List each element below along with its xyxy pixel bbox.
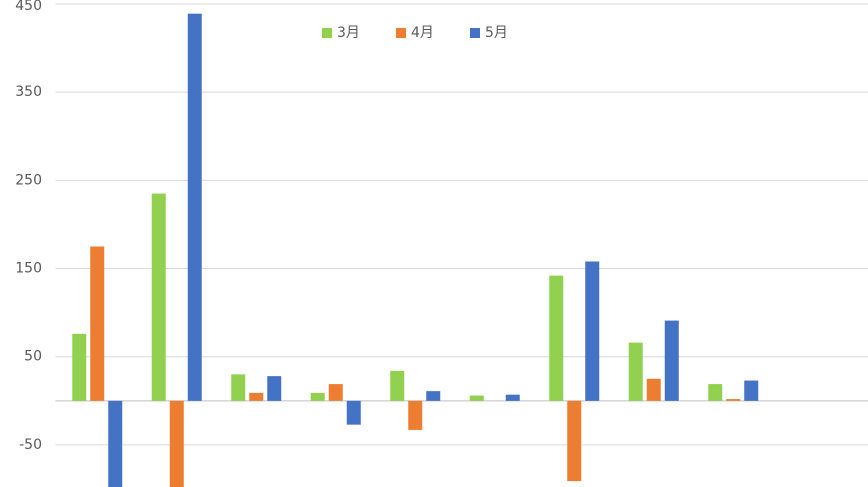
- bar: [408, 400, 423, 430]
- bar: [328, 384, 343, 401]
- y-tick-label: 150: [15, 261, 42, 277]
- bar: [726, 399, 741, 401]
- y-tick-label: 250: [15, 172, 42, 188]
- bar: [646, 378, 661, 401]
- bar: [169, 400, 184, 487]
- bar: [267, 376, 282, 401]
- bar: [390, 370, 405, 401]
- bar: [151, 193, 166, 401]
- legend-label: 5月: [485, 25, 508, 41]
- legend-label: 3月: [337, 25, 360, 41]
- bar: [585, 261, 600, 401]
- y-tick-label: -50: [19, 437, 42, 453]
- bar: [426, 391, 441, 401]
- legend-swatch: [322, 28, 332, 38]
- bar: [72, 333, 87, 401]
- legend-swatch: [470, 28, 480, 38]
- bar: [744, 380, 759, 401]
- y-tick-label: 450: [15, 0, 42, 14]
- bar: [346, 400, 361, 425]
- bar: [90, 246, 105, 401]
- bar: [664, 320, 679, 401]
- bar: [567, 400, 582, 482]
- y-tick-label: 50: [24, 349, 42, 365]
- bar: [549, 275, 564, 401]
- bar: [310, 392, 325, 401]
- bar: [628, 342, 643, 401]
- bar: [249, 392, 264, 401]
- legend-swatch: [396, 28, 406, 38]
- bar: [708, 384, 723, 401]
- bar: [231, 374, 246, 401]
- bar: [469, 395, 484, 401]
- y-tick-label: 350: [15, 84, 42, 100]
- legend-label: 4月: [411, 25, 434, 41]
- bar: [187, 13, 202, 401]
- bar: [505, 394, 520, 401]
- bar: [108, 400, 123, 487]
- plot-area: [72, 13, 759, 487]
